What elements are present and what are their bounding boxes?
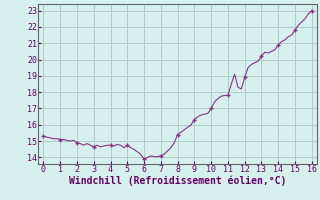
- X-axis label: Windchill (Refroidissement éolien,°C): Windchill (Refroidissement éolien,°C): [69, 176, 286, 186]
